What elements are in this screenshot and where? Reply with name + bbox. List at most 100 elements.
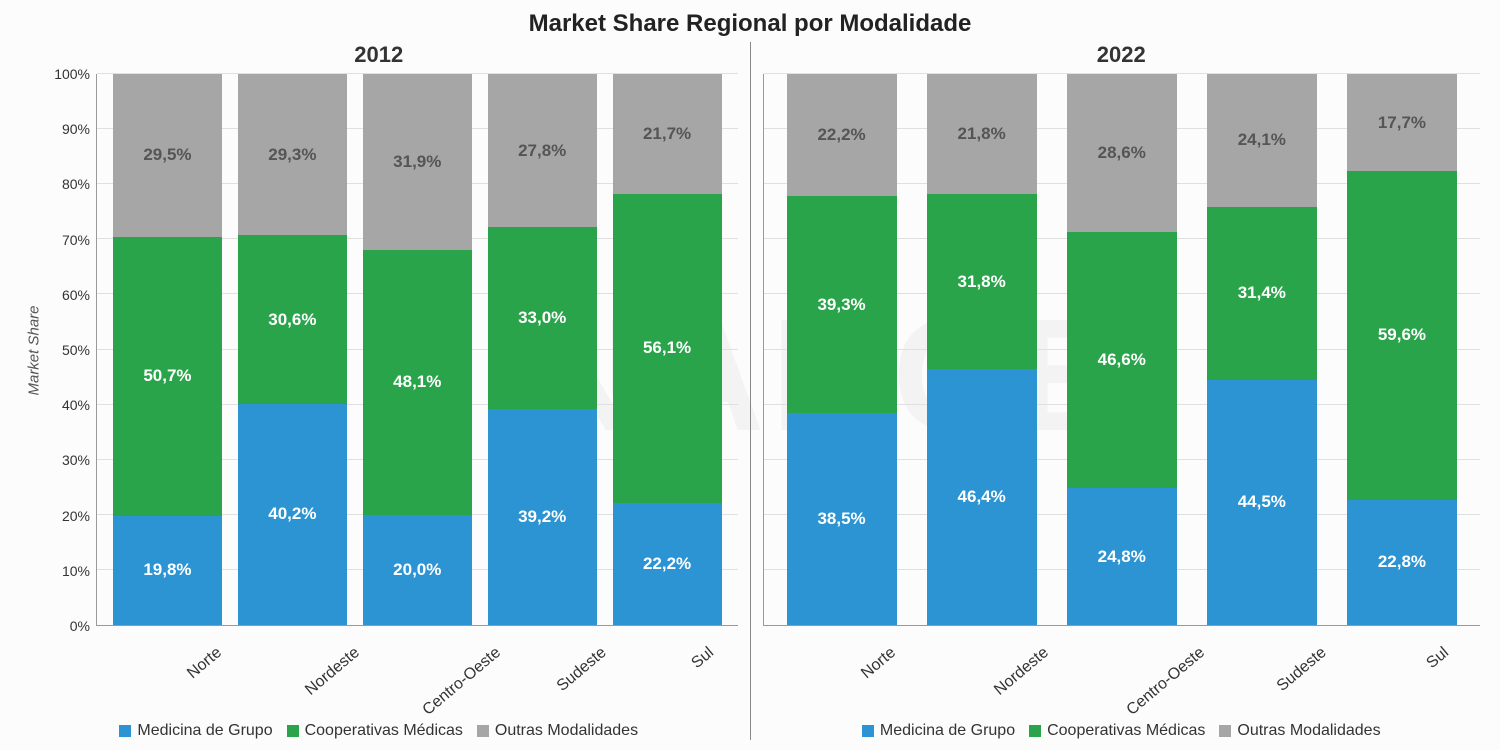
chart-panel: 2012Market Share100%90%80%70%60%50%40%30… <box>20 42 751 740</box>
legend-swatch <box>1029 725 1041 737</box>
bar-column: 22,2%56,1%21,7% <box>613 74 722 625</box>
y-tick-label: 30% <box>62 452 90 468</box>
legend-item: Cooperativas Médicas <box>287 722 463 740</box>
x-tick-wrap: Norte <box>104 626 229 716</box>
bar-column: 24,8%46,6%28,6% <box>1067 74 1177 625</box>
legend: Medicina de Grupo Cooperativas Médicas Out… <box>20 716 738 740</box>
x-tick-label: Sul <box>689 644 718 673</box>
legend-swatch <box>477 725 489 737</box>
legend-label: Outras Modalidades <box>495 722 638 740</box>
x-tick-wrap: Centro-Oeste <box>1058 626 1184 716</box>
bar-segment: 22,2% <box>613 503 722 625</box>
bar-column: 46,4%31,8%21,8% <box>927 74 1037 625</box>
y-tick-label: 80% <box>62 176 90 192</box>
bar-segment: 39,2% <box>488 409 597 625</box>
panels-row: 2012Market Share100%90%80%70%60%50%40%30… <box>20 42 1480 740</box>
legend-item: Cooperativas Médicas <box>1029 722 1205 740</box>
bar-column: 44,5%31,4%24,1% <box>1207 74 1317 625</box>
x-tick-label: Norte <box>184 644 226 683</box>
x-tick-wrap: Sudeste <box>1199 626 1325 716</box>
y-axis-label-wrap: Market Share <box>20 74 48 626</box>
bar-segment: 22,8% <box>1347 500 1457 626</box>
bar-segment: 21,7% <box>613 74 722 194</box>
bar-segment: 31,4% <box>1207 207 1317 380</box>
x-tick-label: Norte <box>858 644 900 683</box>
bar-segment: 44,5% <box>1207 380 1317 625</box>
legend-swatch <box>862 725 874 737</box>
x-tick-wrap: Norte <box>778 626 904 716</box>
bar-column: 20,0%48,1%31,9% <box>363 74 472 625</box>
x-tick-wrap: Nordeste <box>229 626 354 716</box>
bar-segment: 48,1% <box>363 250 472 515</box>
bar-segment: 24,8% <box>1067 488 1177 625</box>
legend-item: Medicina de Grupo <box>119 722 272 740</box>
plot-area: 38,5%39,3%22,2% 46,4%31,8%21,8% 24,8%46,6%… <box>763 74 1481 626</box>
legend-label: Medicina de Grupo <box>880 722 1015 740</box>
panel-title: 2012 <box>20 42 738 68</box>
x-tick-wrap: Sul <box>1339 626 1465 716</box>
bar-segment: 59,6% <box>1347 171 1457 499</box>
chart-container: Market Share Regional por Modalidade 201… <box>0 0 1500 750</box>
bar-segment: 22,2% <box>787 74 897 196</box>
x-tick-wrap: Centro-Oeste <box>354 626 479 716</box>
bar-segment: 29,5% <box>113 74 222 237</box>
legend-label: Outras Modalidades <box>1237 722 1380 740</box>
legend-label: Medicina de Grupo <box>137 722 272 740</box>
bar-segment: 31,9% <box>363 74 472 250</box>
bar-column: 22,8%59,6%17,7% <box>1347 74 1457 625</box>
x-tick-wrap: Sul <box>604 626 729 716</box>
y-tick-label: 40% <box>62 397 90 413</box>
bar-segment: 33,0% <box>488 227 597 409</box>
bar-segment: 56,1% <box>613 194 722 503</box>
y-tick-label: 20% <box>62 508 90 524</box>
y-tick-label: 90% <box>62 121 90 137</box>
bar-segment: 30,6% <box>238 235 347 403</box>
legend-item: Outras Modalidades <box>1219 722 1380 740</box>
bar-segment: 29,3% <box>238 74 347 235</box>
bar-segment: 20,0% <box>363 515 472 625</box>
plot-row: Market Share100%90%80%70%60%50%40%30%20%… <box>20 74 738 626</box>
y-tick-label: 60% <box>62 287 90 303</box>
bar-segment: 46,4% <box>927 369 1037 625</box>
legend-item: Outras Modalidades <box>477 722 638 740</box>
bar-segment: 28,6% <box>1067 74 1177 232</box>
bar-segment: 40,2% <box>238 404 347 625</box>
x-axis: NorteNordesteCentro-OesteSudesteSul <box>96 626 738 716</box>
bars-group: 19,8%50,7%29,5%40,2%30,6%29,3%20,0%48,1%… <box>97 74 738 625</box>
bar-segment: 24,1% <box>1207 74 1317 207</box>
x-axis: NorteNordesteCentro-OesteSudesteSul <box>763 626 1481 716</box>
y-tick-label: 10% <box>62 563 90 579</box>
legend-swatch <box>287 725 299 737</box>
plot-area: 19,8%50,7%29,5%40,2%30,6%29,3%20,0%48,1%… <box>96 74 738 626</box>
legend-swatch <box>119 725 131 737</box>
panel-title: 2022 <box>763 42 1481 68</box>
legend-label: Cooperativas Médicas <box>1047 722 1205 740</box>
bar-segment: 21,8% <box>927 74 1037 194</box>
x-tick-label: Sudeste <box>554 644 611 696</box>
chart-panel: 202238,5%39,3%22,2%46,4%31,8%21,8%24,8%4… <box>751 42 1481 740</box>
y-tick-label: 100% <box>54 66 90 82</box>
bar-segment: 50,7% <box>113 237 222 516</box>
bar-column: 40,2%30,6%29,3% <box>238 74 347 625</box>
bars-group: 38,5%39,3%22,2% 46,4%31,8%21,8% 24,8%46,6%… <box>764 74 1481 625</box>
bar-segment: 46,6% <box>1067 232 1177 489</box>
bar-segment: 31,8% <box>927 194 1037 369</box>
x-tick-label: Nordeste <box>992 644 1053 700</box>
chart-title: Market Share Regional por Modalidade <box>20 10 1480 38</box>
x-tick-wrap: Sudeste <box>479 626 604 716</box>
y-tick-label: 0% <box>70 618 90 634</box>
x-tick-label: Sudeste <box>1274 644 1331 696</box>
bar-segment: 19,8% <box>113 516 222 625</box>
x-tick-label: Sul <box>1424 644 1453 673</box>
bar-segment: 17,7% <box>1347 74 1457 171</box>
y-tick-label: 50% <box>62 342 90 358</box>
legend: Medicina de Grupo Cooperativas Médicas Out… <box>763 716 1481 740</box>
bar-column: 38,5%39,3%22,2% <box>787 74 897 625</box>
bar-segment: 39,3% <box>787 196 897 413</box>
y-axis: 100%90%80%70%60%50%40%30%20%10%0% <box>48 74 96 626</box>
x-tick-wrap: Nordeste <box>918 626 1044 716</box>
bar-column: 19,8%50,7%29,5% <box>113 74 222 625</box>
bar-column: 39,2%33,0%27,8% <box>488 74 597 625</box>
bar-segment: 27,8% <box>488 74 597 227</box>
bar-segment: 38,5% <box>787 413 897 625</box>
